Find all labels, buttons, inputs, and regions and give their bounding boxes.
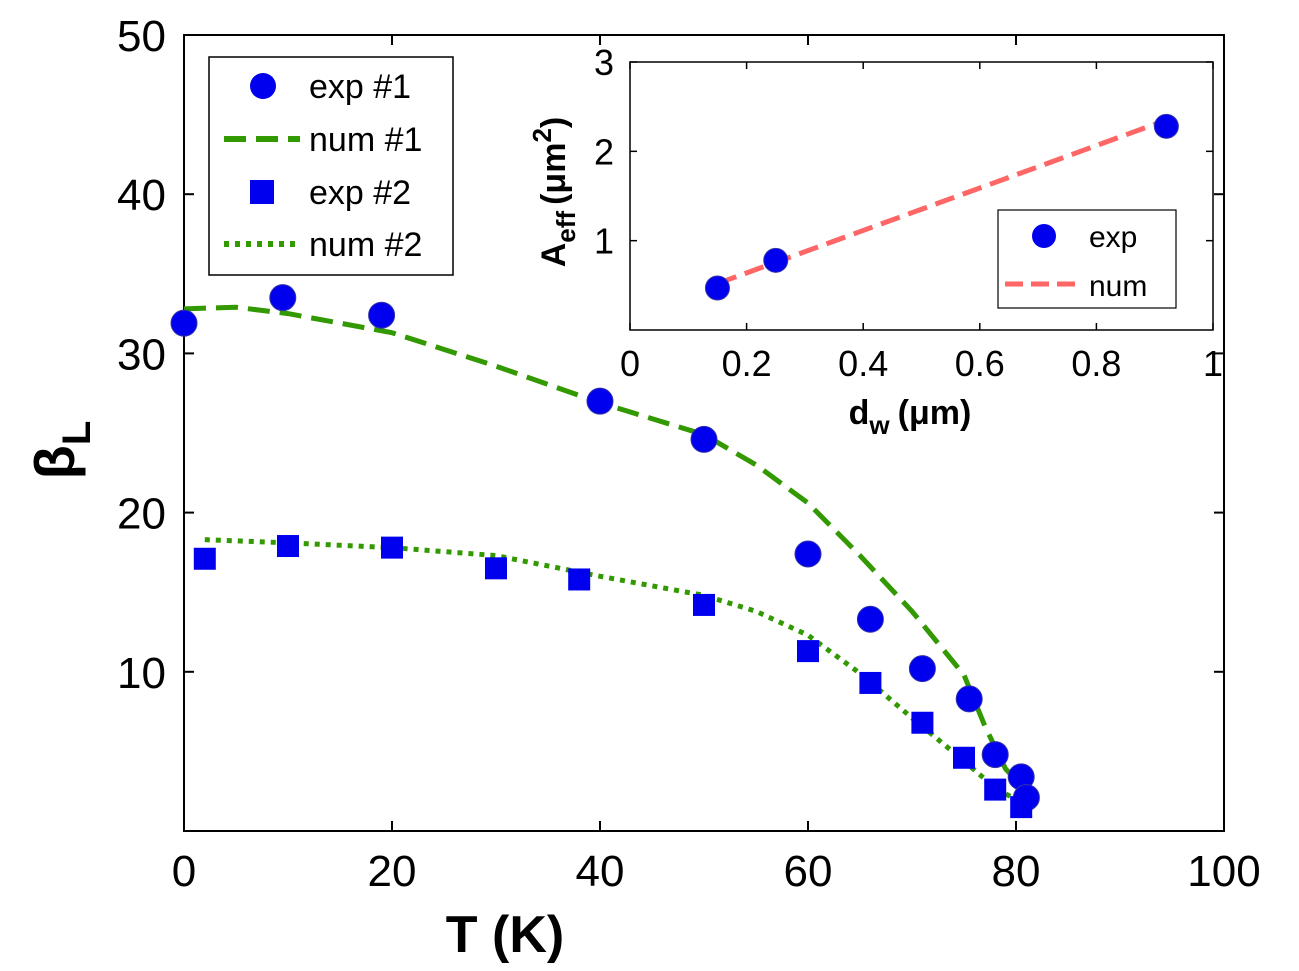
exp1-point bbox=[269, 284, 297, 312]
inset-series bbox=[704, 113, 1179, 301]
main-x-tick-label: 80 bbox=[992, 847, 1041, 896]
main-y-tick-label: 10 bbox=[117, 649, 166, 698]
exp2-point bbox=[381, 536, 403, 559]
exp2-point bbox=[911, 711, 934, 734]
exp2-point bbox=[984, 778, 1007, 801]
legend-num2-label: num #2 bbox=[309, 226, 422, 264]
exp2-point bbox=[953, 746, 975, 769]
main-y-label: βL bbox=[23, 421, 99, 480]
exp2-point bbox=[859, 671, 882, 694]
svg-text:βL: βL bbox=[23, 421, 99, 480]
main-x-tick-label: 40 bbox=[576, 847, 625, 896]
main-legend-box bbox=[208, 56, 454, 276]
exp2-point bbox=[568, 568, 591, 591]
exp1-point bbox=[586, 387, 614, 415]
exp2-point bbox=[193, 547, 216, 570]
main-y-tick-label: 30 bbox=[117, 330, 166, 379]
main-x-label: T (K) bbox=[446, 906, 564, 964]
inset-x-label: dw (μm) bbox=[849, 394, 972, 440]
inset-exp-point bbox=[763, 247, 789, 273]
exp1-point bbox=[170, 309, 198, 337]
legend-exp1-marker bbox=[250, 73, 276, 99]
inset-y-label: Aeff (μm2) bbox=[527, 117, 581, 268]
inset-x-tick-label: 0 bbox=[620, 343, 640, 384]
exp2-point bbox=[485, 557, 507, 580]
main-x-tick-label: 0 bbox=[172, 847, 196, 896]
exp1-point bbox=[955, 685, 983, 713]
exp2-point bbox=[1010, 796, 1033, 819]
inset-x-tick-label: 0.4 bbox=[838, 343, 888, 384]
inset-x-tick-label: 0.8 bbox=[1071, 343, 1121, 384]
main-legend: exp #1 num #1 exp #2 num #2 bbox=[208, 56, 454, 276]
inset-y-tick-label: 3 bbox=[594, 42, 614, 83]
main-y-label-subscript: L bbox=[55, 421, 99, 445]
inset-y-label-close: ) bbox=[535, 117, 573, 128]
svg-text:Aeff(μm2): Aeff (μm2) bbox=[527, 117, 581, 268]
inset-x-tick-label: 0.6 bbox=[955, 343, 1005, 384]
legend-num1-label: num #1 bbox=[309, 121, 422, 159]
main-series bbox=[170, 284, 1040, 819]
inset-y-tick-label: 1 bbox=[594, 221, 614, 262]
exp2-point bbox=[277, 535, 299, 558]
main-y-tick-label: 20 bbox=[117, 490, 166, 539]
exp1-point bbox=[981, 741, 1009, 769]
main-x-tick-label: 20 bbox=[368, 847, 417, 896]
inset-x-label-d: d bbox=[849, 394, 870, 432]
inset-y-label-a: A bbox=[535, 243, 573, 268]
inset-ticks: 0 0.2 0.4 0.6 0.8 1 1 2 3 bbox=[594, 42, 1223, 384]
inset-y-label-sup: 2 bbox=[527, 128, 557, 142]
main-y-tick-label: 40 bbox=[117, 171, 166, 220]
legend-exp1-label: exp #1 bbox=[309, 68, 411, 106]
inset-legend: exp num bbox=[997, 209, 1177, 309]
inset-legend-exp-marker bbox=[1032, 224, 1056, 248]
exp1-point bbox=[794, 540, 822, 568]
inset-y-label-unit: (μm bbox=[535, 143, 573, 205]
inset-num-line bbox=[716, 117, 1168, 286]
inset-x-label-unit: (μm) bbox=[898, 394, 972, 432]
exp1-point bbox=[690, 425, 718, 453]
inset-y-tick-label: 2 bbox=[594, 131, 614, 172]
inset-y-label-sub: eff bbox=[551, 211, 581, 243]
inset-exp-point bbox=[1153, 113, 1179, 139]
main-y-tick-label: 50 bbox=[117, 12, 166, 61]
exp2-point bbox=[797, 640, 819, 663]
legend-exp2-label: exp #2 bbox=[309, 174, 411, 212]
inset-x-tick-label: 0.2 bbox=[722, 343, 772, 384]
inset-x-label-sub: w bbox=[868, 410, 890, 440]
exp1-point bbox=[856, 605, 884, 633]
inset-legend-box bbox=[997, 209, 1177, 309]
main-x-tick-label: 100 bbox=[1187, 847, 1260, 896]
inset-x-tick-label: 1 bbox=[1203, 343, 1223, 384]
inset-legend-exp-label: exp bbox=[1089, 221, 1137, 254]
exp1-point bbox=[908, 655, 936, 683]
main-y-label-symbol: β bbox=[23, 445, 86, 479]
main-x-tick-label: 60 bbox=[784, 847, 833, 896]
inset-legend-num-label: num bbox=[1089, 270, 1147, 303]
legend-exp2-marker bbox=[250, 180, 274, 204]
exp1-point bbox=[368, 301, 396, 329]
exp2-point bbox=[693, 593, 715, 616]
inset-exp-point bbox=[704, 275, 730, 301]
